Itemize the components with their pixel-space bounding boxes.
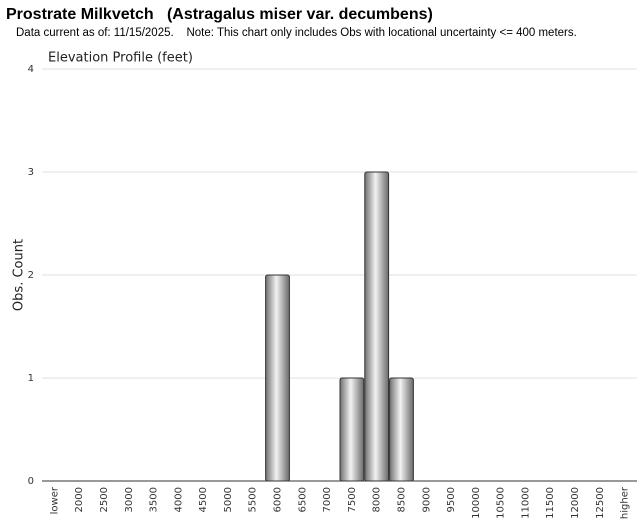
subtitle: Data current as of: 11/15/2025. Note: Th… — [16, 27, 577, 39]
x-tick-label: 4000 — [173, 487, 184, 512]
y-tick-label: 3 — [28, 167, 34, 178]
x-tick-label: 5000 — [223, 487, 234, 512]
x-tick-label: 7500 — [347, 487, 358, 512]
bar — [389, 377, 414, 482]
x-tick-label: 2000 — [74, 487, 85, 512]
x-tick-label: 10500 — [496, 487, 507, 519]
x-tick-label: 2500 — [99, 487, 110, 512]
x-tick-label: 10000 — [471, 487, 482, 519]
x-tick-label: 7000 — [322, 487, 333, 512]
x-tick-label: 6500 — [297, 487, 308, 512]
bar — [339, 377, 365, 482]
bar — [265, 274, 290, 482]
x-tick-label: 3000 — [124, 487, 135, 512]
x-tick-label: lower — [49, 486, 60, 514]
x-tick-label: 8500 — [396, 487, 407, 512]
chart-title: Elevation Profile (feet) — [48, 51, 193, 66]
x-tick-label: 6000 — [273, 487, 284, 512]
bar — [364, 171, 390, 482]
x-tick-label: 9000 — [421, 487, 432, 512]
x-tick-label: 11000 — [520, 487, 531, 519]
y-tick-label: 2 — [28, 270, 34, 281]
y-tick-label: 0 — [28, 476, 34, 487]
y-tick-label: 4 — [28, 64, 34, 75]
x-tick-label: 12500 — [595, 487, 606, 519]
x-tick-label: 8000 — [372, 487, 383, 512]
x-tick-label: 3500 — [149, 487, 160, 512]
x-tick-label: 11500 — [545, 487, 556, 519]
x-tick-label: higher — [620, 486, 631, 519]
y-axis-label: Obs. Count — [12, 239, 27, 311]
y-tick-label: 1 — [28, 373, 34, 384]
x-tick-label: 5500 — [248, 487, 259, 512]
title: Prostrate Milkvetch (Astragalus miser va… — [6, 6, 433, 23]
x-tick-label: 4500 — [198, 487, 209, 512]
x-tick-label: 9500 — [446, 487, 457, 512]
x-tick-label: 12000 — [570, 487, 581, 519]
